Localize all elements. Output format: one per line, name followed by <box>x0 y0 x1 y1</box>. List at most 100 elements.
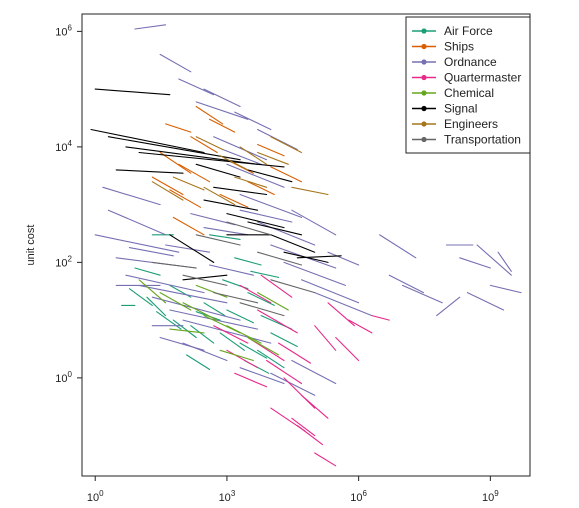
data-segment <box>278 342 312 364</box>
legend-swatch-dot <box>421 43 427 50</box>
data-segment <box>151 261 197 269</box>
data-segment <box>247 169 293 183</box>
data-segment <box>159 53 192 73</box>
data-segment <box>195 234 241 246</box>
data-segment <box>94 88 171 96</box>
data-segment <box>234 257 262 266</box>
data-segment <box>134 267 161 276</box>
data-segment <box>239 342 268 359</box>
data-segment <box>208 118 236 133</box>
data-segment <box>239 367 285 385</box>
data-segment <box>125 146 259 165</box>
data-segment <box>247 292 275 306</box>
plot-frame <box>81 13 531 477</box>
data-segment <box>283 377 316 409</box>
data-segment <box>250 270 280 278</box>
x-tick-label: 106 <box>350 489 367 504</box>
data-segment <box>203 315 241 334</box>
data-segment <box>239 302 285 317</box>
data-segment <box>247 181 275 196</box>
data-segment <box>146 296 167 317</box>
data-segment <box>270 234 316 253</box>
data-segment <box>178 78 215 96</box>
data-segment <box>379 234 417 259</box>
legend-label: Signal <box>444 102 477 116</box>
data-segment <box>296 255 342 259</box>
data-segment <box>151 176 184 196</box>
data-segment <box>257 309 298 334</box>
data-segment <box>226 221 272 236</box>
data-segment <box>257 251 303 266</box>
data-segment <box>348 319 373 334</box>
legend-label: Engineers <box>444 117 498 131</box>
data-segment <box>90 128 205 154</box>
data-segment <box>291 417 316 437</box>
y-tick-label: 102 <box>55 254 72 269</box>
data-segment <box>371 315 390 321</box>
y-tick-label: 106 <box>55 23 72 38</box>
legend-swatch-dot <box>421 74 427 81</box>
series-transportation <box>151 221 316 317</box>
series-ordnance <box>94 24 522 396</box>
data-segment <box>257 128 298 151</box>
data-segment <box>234 372 268 388</box>
data-segment <box>165 123 192 133</box>
data-segment <box>388 274 425 294</box>
data-segment <box>436 296 461 317</box>
data-segment <box>314 325 337 351</box>
data-segment <box>239 284 272 304</box>
data-segment <box>296 424 324 446</box>
data-segment <box>107 209 167 236</box>
data-segment <box>172 319 197 339</box>
data-segment <box>138 284 228 304</box>
data-segment <box>234 176 268 188</box>
data-segment <box>182 274 228 281</box>
data-segment <box>291 186 329 196</box>
data-segment <box>203 227 249 236</box>
data-segment <box>239 146 268 165</box>
data-segment <box>94 234 180 253</box>
legend-label: Transportation <box>444 133 521 147</box>
series-engineers <box>151 136 329 206</box>
data-segment <box>190 136 218 154</box>
data-segment <box>203 88 241 108</box>
legend-swatch-dot <box>421 136 427 143</box>
data-segment <box>260 274 293 298</box>
data-segment <box>208 234 241 240</box>
data-segment <box>128 247 174 257</box>
data-segment <box>213 292 259 304</box>
data-segment <box>203 186 236 206</box>
x-tick-label: 103 <box>219 489 236 504</box>
legend-label: Air Force <box>444 24 493 38</box>
data-segment <box>335 336 360 362</box>
data-segment <box>208 264 254 276</box>
data-segment <box>257 221 316 246</box>
data-segment <box>138 279 167 304</box>
data-segment <box>195 163 241 178</box>
data-segment <box>222 148 262 165</box>
data-segment <box>239 193 303 218</box>
data-segment <box>257 292 289 311</box>
data-segment <box>327 302 355 327</box>
data-segment <box>270 372 316 396</box>
data-segment <box>283 261 346 286</box>
data-segment <box>195 101 249 120</box>
data-segment <box>169 189 202 208</box>
data-segment <box>169 234 215 263</box>
data-segment <box>213 186 268 196</box>
data-segment <box>159 151 192 174</box>
data-segment <box>156 311 182 330</box>
data-segment <box>270 332 298 348</box>
data-segment <box>178 163 211 183</box>
legend-label: Ordnance <box>444 55 497 69</box>
data-segment <box>151 296 241 321</box>
data-segment <box>300 279 360 304</box>
data-segment <box>213 325 249 344</box>
data-segment <box>172 216 205 236</box>
data-segment <box>226 349 259 369</box>
data-segment <box>219 193 249 208</box>
legend-swatch-dot <box>421 28 427 34</box>
data-segment <box>239 209 293 223</box>
data-segment <box>219 332 245 351</box>
